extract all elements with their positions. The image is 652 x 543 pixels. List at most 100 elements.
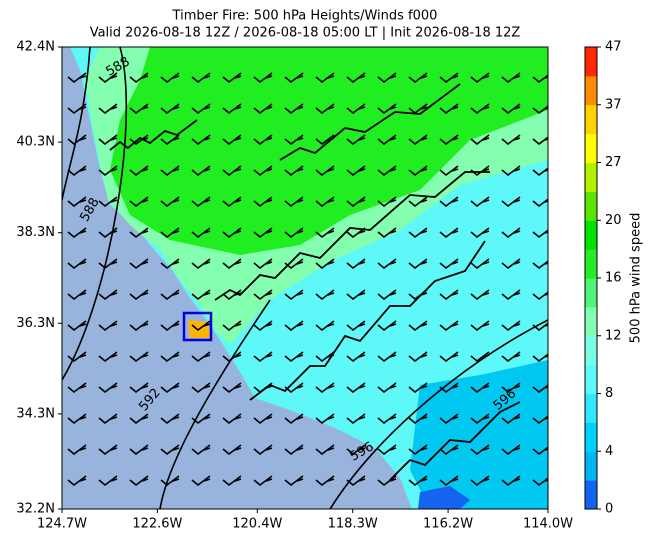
wind-barb	[253, 103, 273, 115]
colorbar-swatch	[585, 162, 597, 192]
wind-barb	[253, 382, 273, 394]
wind-barb	[501, 72, 521, 84]
wind-barb	[408, 134, 428, 146]
colorbar-tick-label: 0	[605, 502, 613, 517]
wind-barb	[191, 72, 211, 84]
wind-barb	[253, 475, 273, 487]
wind-barb	[98, 134, 118, 146]
wind-barb	[377, 320, 397, 332]
wind-barb	[346, 444, 366, 456]
wind-barb	[501, 444, 521, 456]
colorbar-swatch	[585, 220, 597, 250]
wind-barb	[532, 74, 548, 84]
wind-barb	[377, 351, 397, 363]
wind-barb	[501, 351, 521, 363]
wind-barb	[315, 196, 335, 208]
axes: 124.7W 122.6W 120.4W 118.3W 116.2W 114.0W 32.2…	[16, 40, 573, 532]
wind-barb	[191, 444, 211, 456]
colorbar-tick-label: 16	[605, 271, 622, 286]
wind-barb	[408, 289, 428, 301]
wind-barb	[315, 413, 335, 425]
wind-barb	[222, 196, 242, 208]
wind-barb	[67, 227, 87, 239]
wind-barb	[315, 351, 335, 363]
wind-barb	[67, 165, 87, 177]
title-line: Timber Fire: 500 hPa Heights/Winds f000	[172, 9, 438, 24]
wind-barb	[470, 196, 490, 208]
wind-barb	[532, 384, 548, 394]
wind-barb	[160, 103, 180, 115]
wind-barb	[284, 258, 304, 270]
wind-barb	[346, 72, 366, 84]
wind-barb	[67, 444, 87, 456]
wind-barb	[408, 444, 428, 456]
wind-barb	[129, 351, 149, 363]
wind-barb	[222, 258, 242, 270]
wind-barb	[191, 320, 211, 332]
wind-barb	[315, 382, 335, 394]
wind-barb	[501, 196, 521, 208]
wind-barb	[191, 258, 211, 270]
wind-barb	[439, 134, 459, 146]
wind-barb	[191, 165, 211, 177]
wind-barb	[222, 72, 242, 84]
wind-barb	[315, 165, 335, 177]
wind-barb	[315, 289, 335, 301]
wind-barb	[284, 196, 304, 208]
wind-barb	[222, 413, 242, 425]
wind-barb	[222, 103, 242, 115]
wind-barb	[98, 320, 118, 332]
wind-barb	[129, 444, 149, 456]
x-tick-label: 124.7W	[37, 517, 87, 532]
wind-barb	[470, 72, 490, 84]
wind-barb	[408, 258, 428, 270]
wind-barb	[191, 475, 211, 487]
wind-barb	[470, 320, 490, 332]
colorbar-label: 500 hPa wind speed	[629, 213, 644, 344]
wind-barb	[470, 351, 490, 363]
wind-barb	[284, 289, 304, 301]
wind-barb	[439, 413, 459, 425]
y-tick-label: 32.2N	[16, 502, 55, 517]
wind-barb	[532, 167, 548, 177]
wind-barb	[470, 289, 490, 301]
y-tick-label: 38.3N	[16, 225, 55, 240]
colorbar-swatch	[585, 364, 597, 394]
wind-barb	[67, 382, 87, 394]
y-tick-label: 34.3N	[16, 406, 55, 421]
wind-barb	[377, 165, 397, 177]
wind-barb	[501, 289, 521, 301]
wind-barb	[284, 134, 304, 146]
wind-barb	[532, 291, 548, 301]
wind-barb	[346, 475, 366, 487]
wind-barb	[346, 258, 366, 270]
wind-barb	[408, 351, 428, 363]
wind-barb	[470, 382, 490, 394]
wind-barb	[191, 413, 211, 425]
wind-barb	[501, 103, 521, 115]
wind-barb	[98, 413, 118, 425]
wind-barb	[315, 258, 335, 270]
wind-barb	[129, 196, 149, 208]
terrain-contour	[109, 83, 521, 481]
wind-barb	[346, 351, 366, 363]
y-tick-label: 36.3N	[16, 316, 55, 331]
colorbar-swatch	[585, 47, 597, 77]
wind-barb	[191, 134, 211, 146]
colorbar-swatch	[585, 393, 597, 423]
wind-barb	[253, 413, 273, 425]
wind-barb	[222, 320, 242, 332]
colorbar-swatch	[585, 191, 597, 221]
wind-barb	[377, 413, 397, 425]
wind-barb	[222, 351, 242, 363]
wind-barb	[408, 475, 428, 487]
wind-barb	[470, 227, 490, 239]
colorbar-swatch	[585, 249, 597, 279]
wind-barb	[501, 258, 521, 270]
wind-barb	[253, 196, 273, 208]
wind-barb	[532, 353, 548, 363]
wind-barb	[67, 351, 87, 363]
wind-barb	[222, 475, 242, 487]
